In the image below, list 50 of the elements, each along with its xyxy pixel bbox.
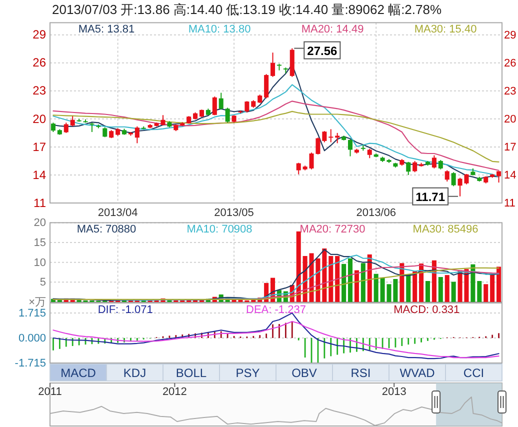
text: MA5: 70880: [76, 224, 136, 236]
x-tick-label: 2013/06: [356, 206, 396, 219]
tab: MACD: [50, 364, 107, 382]
x-tick-label: 2012: [162, 386, 187, 398]
text: MA20: 72730: [300, 224, 366, 236]
text: MA20: 14.49: [301, 24, 364, 36]
text: DIF: -1.071: [98, 304, 153, 316]
y2-tick-label: 23: [504, 85, 516, 98]
tab: BOLL: [162, 364, 220, 382]
y2-tick-label: 14: [504, 169, 516, 182]
y2-tick-label: 20: [504, 113, 516, 126]
text: MA30: 15.40: [414, 24, 477, 36]
tab: CCI: [445, 364, 502, 382]
y2-tick-label: 29: [504, 29, 516, 42]
annotation: 11.71: [416, 190, 446, 204]
tab: RSI: [332, 364, 390, 382]
y-tick-label: 23: [32, 84, 46, 98]
tab: KDJ: [106, 364, 164, 382]
tab: OBV: [276, 364, 333, 382]
tab: WVAD: [388, 364, 446, 382]
text: MA30: 85496: [412, 224, 478, 236]
y-tick-label: 5: [40, 276, 46, 289]
y-tick-label: 0.000: [18, 332, 46, 345]
y2-tick-label: 26: [504, 57, 516, 70]
y-tick-label: 26: [32, 56, 46, 70]
x-tick-label: 2011: [38, 386, 62, 398]
y-tick-label: 29: [32, 28, 46, 42]
x-tick-label: 2013/05: [214, 206, 254, 219]
x-tick-label: 2013: [382, 386, 406, 398]
text: MA10: 13.80: [188, 24, 251, 36]
series-label: DEA: -1.237: [246, 304, 306, 316]
y-tick-label: 14: [32, 168, 46, 182]
tab: PSY: [219, 364, 276, 382]
y-tick-label: ×万: [28, 296, 46, 309]
x-tick-label: 2013/04: [98, 206, 138, 219]
y2-tick-label: 11: [504, 198, 516, 210]
y-tick-label: 11: [34, 196, 46, 210]
y-tick-label: 10: [34, 256, 46, 269]
y-tick-label: 20: [32, 112, 46, 126]
chart-title: 2013/07/03 开:13.86 高:14.40 低:13.19 收:14.40 量:89062 幅:2.78%: [52, 2, 442, 17]
y-tick-label: 17: [32, 140, 46, 154]
y-tick-label: 1.715: [18, 308, 46, 320]
y2-tick-label: 17: [504, 141, 516, 154]
text: MA5: 13.81: [78, 24, 135, 36]
series-label: MACD: 0.331: [394, 304, 460, 316]
text: MA10: 70908: [186, 224, 252, 236]
y-tick-label: 20: [34, 217, 46, 230]
y-tick-label: 15: [34, 237, 46, 250]
y-tick-label: -1.715: [14, 358, 46, 370]
annotation: 27.56: [307, 44, 338, 58]
